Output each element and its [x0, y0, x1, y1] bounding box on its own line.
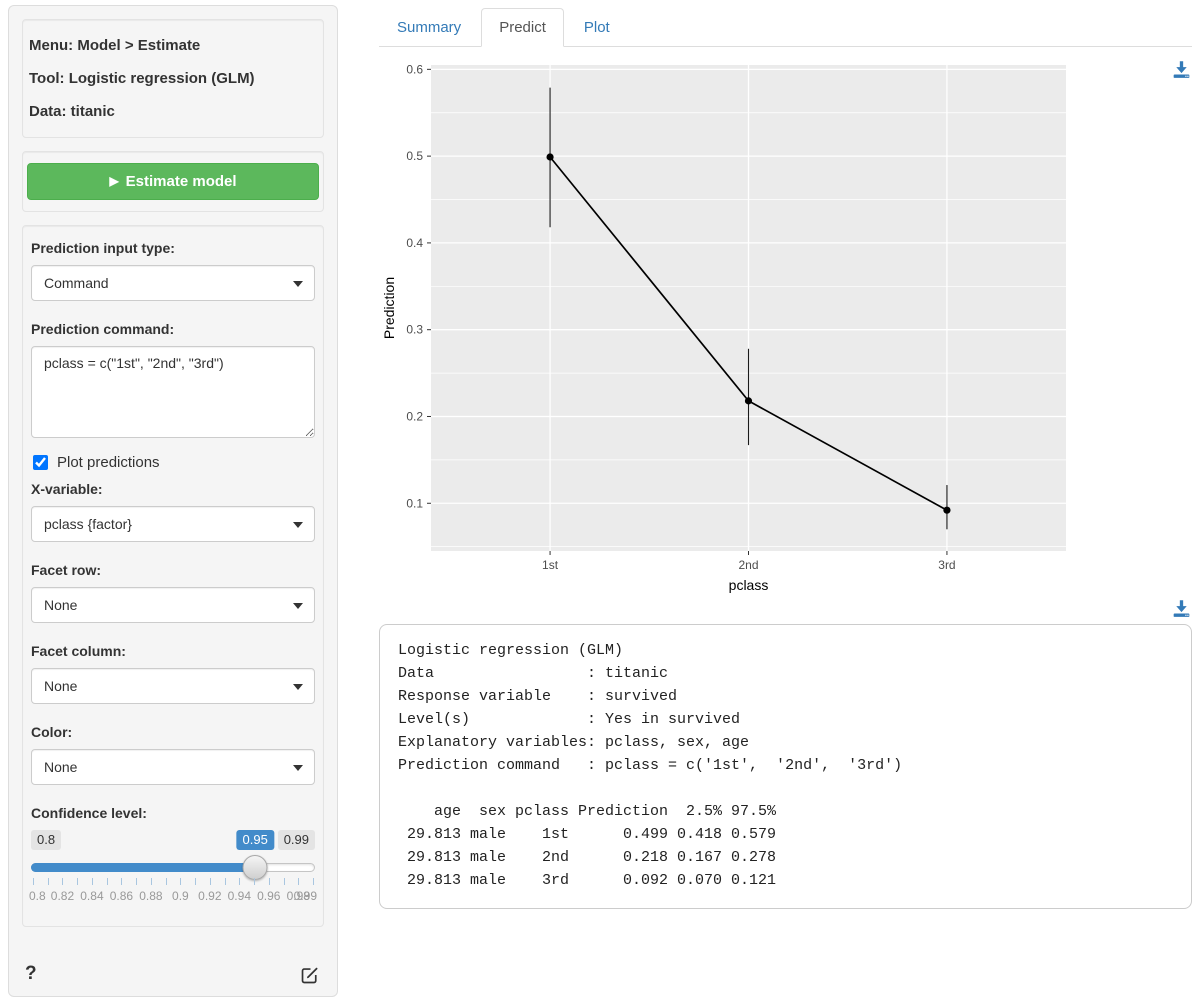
prediction-input-type-select[interactable]: Command: [31, 265, 315, 301]
download-icon: [1173, 600, 1190, 617]
x-variable-select[interactable]: pclass {factor}: [31, 506, 315, 542]
x-variable-value: pclass {factor}: [44, 516, 132, 532]
confidence-slider[interactable]: 0.8 0.99 0.95 0.8 0.82 0.84 0.86 0.88 0.9 0.92…: [29, 830, 317, 912]
color-select[interactable]: None: [31, 749, 315, 785]
chevron-down-icon: [293, 684, 303, 690]
facet-row-label: Facet row:: [31, 562, 102, 578]
estimate-model-label: Estimate model: [125, 173, 237, 190]
chevron-down-icon: [293, 603, 303, 609]
slider-handle[interactable]: [242, 855, 268, 880]
x-variable-label: X-variable:: [31, 481, 103, 497]
sidebar: Menu: Model > Estimate Tool: Logistic re…: [8, 5, 338, 997]
download-icon: [1173, 61, 1190, 78]
estimate-model-button[interactable]: ▶ Estimate model: [27, 163, 319, 200]
menu-info: Menu: Model > Estimate: [29, 37, 201, 54]
sidebar-footer: ?: [22, 961, 324, 985]
plot-predictions-checkbox[interactable]: [33, 455, 48, 470]
slider-max-badge: 0.99: [277, 830, 315, 850]
download-plot-button[interactable]: [1172, 60, 1191, 79]
svg-text:0.1: 0.1: [406, 496, 423, 510]
facet-row-value: None: [44, 597, 78, 613]
tab-summary[interactable]: Summary: [397, 19, 462, 36]
prediction-input-type-label: Prediction input type:: [31, 240, 175, 256]
svg-text:0.2: 0.2: [406, 409, 423, 423]
svg-text:0.4: 0.4: [406, 236, 423, 250]
slider-fill: [31, 863, 255, 872]
chevron-down-icon: [293, 281, 303, 287]
svg-text:0.6: 0.6: [406, 62, 423, 76]
model-info-panel: Menu: Model > Estimate Tool: Logistic re…: [22, 19, 324, 138]
prediction-settings-panel: Prediction input type: Command Predictio…: [22, 225, 324, 927]
prediction-input-type-value: Command: [44, 275, 109, 291]
svg-text:1st: 1st: [542, 558, 559, 572]
estimate-panel: ▶ Estimate model: [22, 151, 324, 212]
tab-plot[interactable]: Plot: [583, 19, 610, 36]
edit-icon: [301, 967, 318, 983]
slider-track[interactable]: [31, 855, 315, 880]
edit-report-button[interactable]: [300, 964, 321, 985]
chevron-down-icon: [293, 522, 303, 528]
svg-text:0.5: 0.5: [406, 149, 423, 163]
facet-column-select[interactable]: None: [31, 668, 315, 704]
plot-predictions-row: Plot predictions: [33, 454, 315, 471]
tab-predict[interactable]: Predict: [481, 8, 564, 47]
slider-grid-labels: 0.8 0.82 0.84 0.86 0.88 0.9 0.92 0.94 0.96 0.98 0.…: [29, 889, 317, 903]
model-output-box: Logistic regression (GLM) Data : titanic…: [379, 624, 1192, 909]
color-label: Color:: [31, 724, 73, 740]
chevron-down-icon: [293, 765, 303, 771]
model-output-text: Logistic regression (GLM) Data : titanic…: [398, 642, 903, 889]
tool-info: Tool: Logistic regression (GLM): [29, 70, 255, 87]
svg-text:Prediction: Prediction: [381, 277, 397, 339]
svg-text:pclass: pclass: [729, 577, 769, 593]
slider-min-badge: 0.8: [31, 830, 62, 850]
result-tabs: Summary Predict Plot: [379, 8, 1192, 47]
plot-section: 0.1 0.2 0.3 0.4 0.5 0.6 1st 2nd 3rd pclass Predict…: [379, 47, 1192, 597]
svg-text:0.3: 0.3: [406, 323, 423, 337]
svg-text:3rd: 3rd: [938, 558, 955, 572]
slider-ticks: [33, 878, 314, 885]
facet-column-label: Facet column:: [31, 643, 126, 659]
slider-value-badge: 0.95: [236, 830, 274, 850]
play-icon: ▶: [109, 174, 119, 188]
plot-predictions-label: Plot predictions: [57, 454, 160, 471]
help-button[interactable]: ?: [25, 963, 37, 984]
prediction-command-input[interactable]: pclass = c("1st", "2nd", "3rd"): [31, 346, 315, 438]
main-panel: Summary Predict Plot 0.1 0.2 0.3 0.4 0.5 0.6 1…: [338, 0, 1199, 909]
download-output-button[interactable]: [1172, 599, 1191, 618]
color-value: None: [44, 759, 78, 775]
prediction-command-label: Prediction command:: [31, 321, 175, 337]
svg-text:2nd: 2nd: [738, 558, 758, 572]
confidence-level-label: Confidence level:: [31, 805, 147, 821]
prediction-plot: 0.1 0.2 0.3 0.4 0.5 0.6 1st 2nd 3rd pclass Predict…: [381, 62, 1066, 593]
output-section: Logistic regression (GLM) Data : titanic…: [379, 599, 1192, 909]
data-info: Data: titanic: [29, 103, 115, 120]
facet-row-select[interactable]: None: [31, 587, 315, 623]
facet-column-value: None: [44, 678, 78, 694]
